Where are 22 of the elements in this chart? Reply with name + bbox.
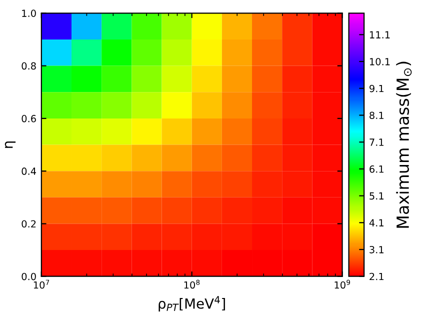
x-tick-label: 10$^{9}$ [334,280,350,289]
x-axis-title: ρ$_{PT}$[MeV$^{4}$] [158,296,225,312]
y-tick-label: 0.8 [22,62,36,70]
color-bar-label: 10.1 [370,58,390,66]
x-tick-label: 10$^{7}$ [34,280,50,289]
y-tick-label: 0.2 [22,220,36,228]
color-bar-label: 6.1 [370,165,384,173]
y-tick-label: 1.0 [22,10,36,17]
color-bar-label: 4.1 [369,219,384,226]
color-bar-label: 7.1 [370,138,384,146]
y-tick-label: 0.0 [22,272,36,280]
color-bar-label: 9.1 [370,84,384,92]
color-bar-label: 11.1 [370,31,390,38]
color-bar-label: 3.1 [370,246,384,254]
color-bar-title: Maximum mass(M$_{⊙}$) [396,62,412,228]
color-bar-label: 2.1 [370,272,384,280]
y-tick-label: 0.4 [22,168,36,175]
y-tick-label: 0.6 [22,114,36,122]
y-axis-title: η [4,142,16,148]
color-bar-label: 5.1 [370,192,384,200]
x-tick-label: 10$^{8}$ [184,280,200,289]
color-bar-label: 8.1 [370,112,384,120]
